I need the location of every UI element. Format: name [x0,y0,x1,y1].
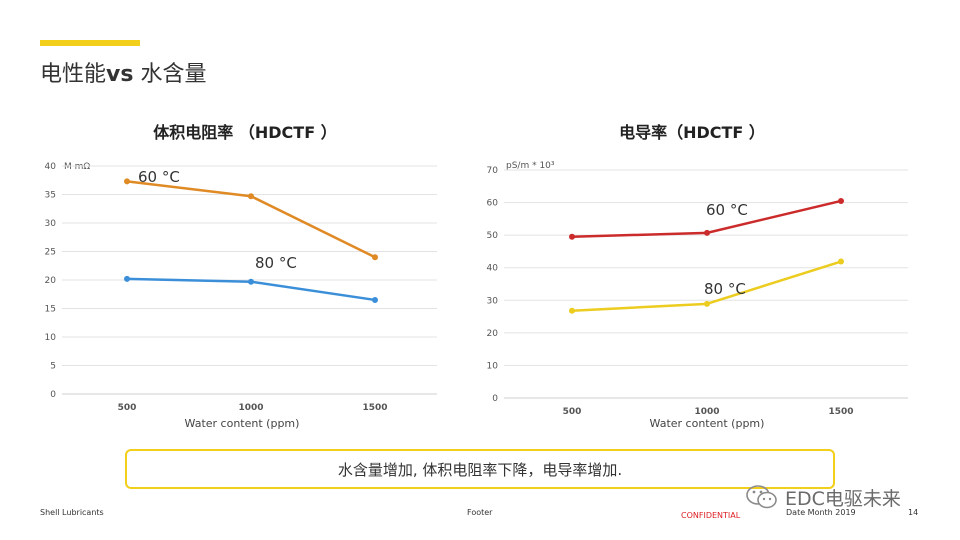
data-point [124,178,130,185]
footer-date: Date Month 2019 [786,508,856,517]
y-tick-label: 25 [45,248,56,258]
title-suffix: 水含量 [133,62,207,87]
series-label: 80 °C [704,280,746,298]
data-point [704,229,710,236]
slide-title: 电性能vs 水含量 [40,56,206,88]
data-point [838,197,844,204]
y-tick-label: 40 [45,162,57,172]
watermark-text: EDC电驱未来 [785,487,901,510]
x-tick-label: 500 [118,403,137,413]
y-tick-label: 20 [487,329,499,339]
data-point [372,296,378,303]
title-accent-bar [40,40,140,46]
y-tick-label: 70 [487,166,499,176]
data-point [569,233,575,240]
y-tick-label: 10 [45,333,57,343]
y-tick-label: 40 [487,264,499,274]
y-unit-label: pS/m * 10³ [506,161,555,171]
series-label: 80 °C [255,254,297,272]
y-tick-label: 50 [487,231,499,241]
x-tick-label: 1500 [828,407,853,417]
conductivity-chart: 电导率（HDCTF ） pS/m * 10³ 0 10 20 30 40 50 60 70 500 1… [487,123,908,430]
y-tick-label: 5 [50,362,56,372]
x-tick-label: 500 [563,407,582,417]
data-point [124,275,130,282]
summary-box: 水含量增加, 体积电阻率下降，电导率增加. [125,449,835,489]
chart-title: 电导率（HDCTF ） [619,123,765,142]
data-point [248,193,254,200]
footer-text: Footer [467,508,493,517]
y-tick-label: 60 [487,199,499,209]
data-point [248,278,254,285]
title-prefix: 电性能 [40,62,107,87]
title-vs: vs [106,62,134,87]
y-tick-label: 30 [45,219,57,229]
y-tick-label: 0 [50,390,56,400]
footer-company: Shell Lubricants [40,508,104,517]
x-tick-label: 1000 [238,403,263,413]
y-tick-label: 35 [45,191,56,201]
wechat-icon [746,485,777,509]
y-unit-label: M mΩ [64,162,90,172]
y-tick-label: 0 [492,394,498,404]
y-tick-label: 10 [487,361,499,371]
data-point [372,254,378,261]
y-tick-label: 20 [45,276,57,286]
data-point [838,258,844,265]
y-tick-label: 30 [487,296,499,306]
watermark: EDC电驱未来 [745,483,901,511]
resistivity-chart: 体积电阻率 （HDCTF ） M mΩ 0 5 10 15 20 25 30 35 40 500 100… [45,123,437,430]
x-axis-label: Water content (ppm) [650,417,765,430]
x-tick-label: 1500 [362,403,387,413]
footer-page-number: 14 [908,508,919,517]
data-point [569,307,575,314]
x-tick-label: 1000 [694,407,719,417]
series-label: 60 °C [138,168,180,186]
chart-title: 体积电阻率 （HDCTF ） [153,123,336,142]
x-axis-label: Water content (ppm) [185,417,300,430]
footer-confidential: CONFIDENTIAL [681,511,741,520]
series-label: 60 °C [706,201,748,219]
data-point [704,300,710,307]
y-tick-label: 15 [45,305,56,315]
summary-text: 水含量增加, 体积电阻率下降，电导率增加. [337,460,623,479]
